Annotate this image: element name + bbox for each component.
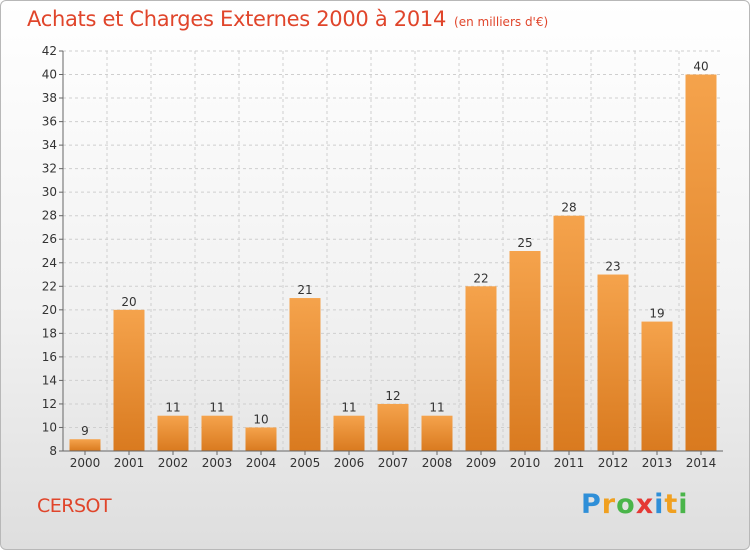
y-tick-label: 34: [42, 138, 57, 152]
bar: [509, 251, 541, 451]
x-axis-ticks: 2000 2001 2002 2003 2004 2005 2006 2007 2008 2009…: [70, 451, 717, 470]
bar: [597, 274, 629, 451]
y-tick-label: 32: [42, 162, 57, 176]
data-labels: 9 20 11 11 10 21 11 12 11 22 25 28 23 19 40: [81, 60, 708, 439]
x-tick-label: 2014: [686, 456, 717, 470]
logo-letter: r: [601, 489, 617, 520]
bar: [245, 427, 277, 451]
data-label: 28: [561, 201, 576, 215]
bar: [69, 439, 101, 451]
data-label: 25: [517, 236, 532, 250]
data-label: 23: [605, 260, 620, 274]
bar: [465, 286, 497, 451]
y-tick-label: 14: [42, 373, 57, 387]
x-tick-label: 2000: [70, 456, 101, 470]
data-label: 10: [253, 412, 268, 426]
y-tick-label: 28: [42, 209, 57, 223]
data-label: 11: [341, 401, 356, 415]
data-label: 19: [649, 307, 664, 321]
data-label: 40: [693, 60, 708, 74]
x-tick-label: 2012: [598, 456, 629, 470]
bar: [201, 415, 233, 451]
logo-letter: i: [654, 489, 665, 520]
data-label: 11: [165, 401, 180, 415]
y-tick-label: 12: [42, 397, 57, 411]
proxiti-logo: Proxiti: [581, 489, 689, 520]
data-label: 9: [81, 424, 89, 438]
bar: [289, 298, 321, 451]
data-label: 20: [121, 295, 136, 309]
x-tick-label: 2005: [290, 456, 321, 470]
y-tick-label: 18: [42, 326, 57, 340]
x-tick-label: 2011: [554, 456, 585, 470]
data-label: 11: [209, 401, 224, 415]
logo-letter: i: [678, 489, 689, 520]
y-tick-label: 20: [42, 303, 57, 317]
y-tick-label: 22: [42, 279, 57, 293]
x-tick-label: 2003: [202, 456, 233, 470]
bar: [113, 309, 145, 451]
logo-letter: P: [581, 489, 602, 520]
x-tick-label: 2007: [378, 456, 409, 470]
logo-letter: x: [635, 489, 655, 520]
x-tick-label: 2013: [642, 456, 673, 470]
y-tick-label: 10: [42, 420, 57, 434]
chart-subtitle: (en milliers d'€): [454, 15, 549, 29]
bar: [641, 321, 673, 451]
chart-title-block: Achats et Charges Externes 2000 à 2014 (e…: [27, 7, 548, 31]
x-tick-label: 2010: [510, 456, 541, 470]
x-tick-label: 2008: [422, 456, 453, 470]
bar: [333, 415, 365, 451]
chart-title: Achats et Charges Externes 2000 à 2014: [27, 7, 447, 31]
y-tick-label: 30: [42, 185, 57, 199]
bar: [685, 74, 717, 451]
x-tick-label: 2006: [334, 456, 365, 470]
x-tick-label: 2001: [114, 456, 145, 470]
location-label: CERSOT: [37, 495, 112, 517]
data-label: 22: [473, 271, 488, 285]
data-label: 11: [429, 401, 444, 415]
y-tick-label: 38: [42, 91, 57, 105]
bar: [377, 403, 409, 451]
x-tick-label: 2002: [158, 456, 189, 470]
y-tick-label: 24: [42, 256, 57, 270]
y-tick-label: 16: [42, 350, 57, 364]
y-tick-label: 8: [49, 444, 57, 458]
y-tick-label: 36: [42, 115, 57, 129]
bar: [553, 215, 585, 451]
logo-letter: t: [664, 489, 679, 520]
y-tick-label: 40: [42, 68, 57, 82]
bar-series: [69, 74, 717, 451]
x-tick-label: 2009: [466, 456, 497, 470]
y-tick-label: 42: [42, 44, 57, 58]
data-label: 12: [385, 389, 400, 403]
y-tick-label: 26: [42, 232, 57, 246]
y-axis-ticks: 8 10 12 14 16 18 20 22 24 26 28 30 32 34 36 38 40 42: [42, 44, 63, 458]
data-label: 21: [297, 283, 312, 297]
logo-letter: o: [616, 489, 636, 520]
bar: [421, 415, 453, 451]
bar: [157, 415, 189, 451]
x-tick-label: 2004: [246, 456, 277, 470]
